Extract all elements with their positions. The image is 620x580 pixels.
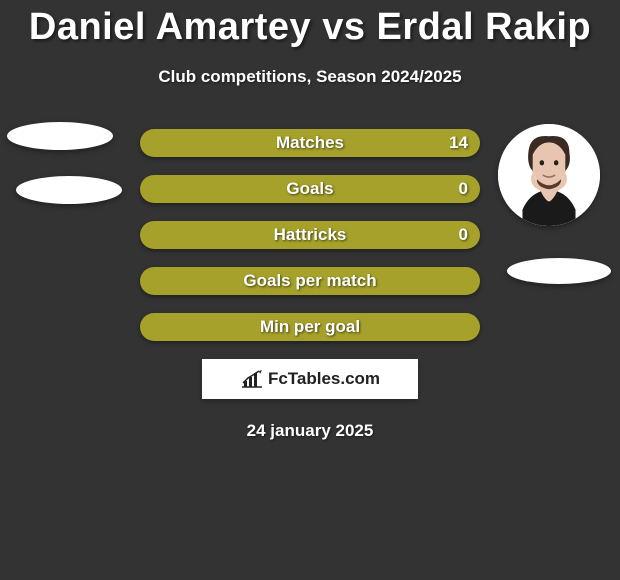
stats-container: Matches 14 Goals 0 Hattricks 0 Goals per… bbox=[140, 129, 480, 341]
stat-row-min-per-goal: Min per goal bbox=[140, 313, 480, 341]
stat-row-matches: Matches 14 bbox=[140, 129, 480, 157]
player-left-ellipse-1 bbox=[7, 122, 113, 150]
stat-label: Goals bbox=[140, 175, 480, 203]
stat-row-goals-per-match: Goals per match bbox=[140, 267, 480, 295]
player-right-ellipse bbox=[507, 258, 611, 284]
stat-label: Min per goal bbox=[140, 313, 480, 341]
brand-box: FcTables.com bbox=[202, 359, 418, 399]
brand-text: FcTables.com bbox=[268, 369, 380, 389]
subtitle: Club competitions, Season 2024/2025 bbox=[0, 67, 620, 87]
page-title: Daniel Amartey vs Erdal Rakip bbox=[0, 0, 620, 49]
stat-row-goals: Goals 0 bbox=[140, 175, 480, 203]
stat-row-hattricks: Hattricks 0 bbox=[140, 221, 480, 249]
stat-value-right: 0 bbox=[459, 221, 468, 249]
stat-label: Hattricks bbox=[140, 221, 480, 249]
stat-label: Matches bbox=[140, 129, 480, 157]
player-left-ellipse-2 bbox=[16, 176, 122, 204]
player-right-avatar bbox=[498, 124, 600, 226]
stat-value-right: 0 bbox=[459, 175, 468, 203]
date-line: 24 january 2025 bbox=[0, 421, 620, 441]
stat-label: Goals per match bbox=[140, 267, 480, 295]
stat-value-right: 14 bbox=[449, 129, 468, 157]
brand-chart-icon bbox=[240, 369, 264, 389]
